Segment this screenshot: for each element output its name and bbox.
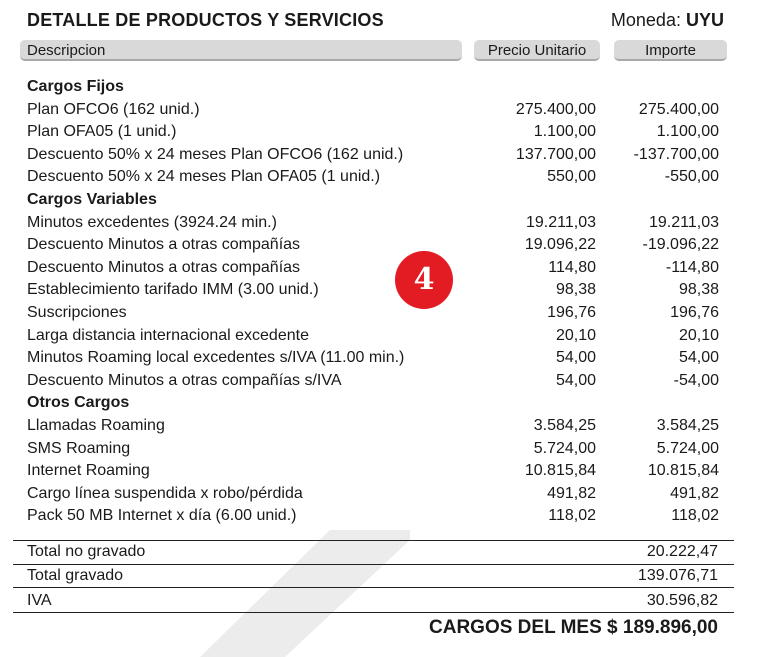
table-row: SMS Roaming 5.724,00 5.724,00 — [27, 438, 727, 461]
section-title: Cargos Variables — [27, 190, 157, 208]
table-row: Descuento Minutos a otras compañías s/IV… — [27, 370, 727, 393]
charges-table: Cargos Fijos Plan OFCO6 (162 unid.) 275.4… — [27, 76, 727, 528]
row-amount: 3.584,25 — [656, 416, 719, 434]
row-unit-price: 10.815,84 — [524, 462, 596, 480]
row-amount: -54,00 — [673, 371, 719, 389]
currency-value: UYU — [685, 10, 724, 30]
table-row: Minutos Roaming local excedentes s/IVA (… — [27, 347, 727, 370]
row-amount: 1.100,00 — [656, 123, 719, 141]
row-description: Minutos excedentes (3924.24 min.) — [27, 213, 277, 231]
total-value: 30.596,82 — [646, 592, 718, 609]
row-description: Pack 50 MB Internet x día (6.00 unid.) — [27, 507, 297, 525]
row-description: Plan OFCO6 (162 unid.) — [27, 100, 200, 118]
total-label: Total gravado — [27, 566, 124, 584]
row-description: Llamadas Roaming — [27, 416, 165, 434]
total-row: Total no gravado 20.222,47 — [13, 540, 734, 564]
currency-indicator: Moneda: UYU — [611, 10, 724, 31]
table-row: Larga distancia internacional excedente 2… — [27, 325, 727, 348]
row-unit-price: 20,10 — [555, 326, 596, 344]
grand-total: CARGOS DEL MES $ 189.896,00 — [429, 617, 718, 638]
row-amount: 10.815,84 — [647, 462, 719, 480]
row-description: SMS Roaming — [27, 439, 131, 457]
row-unit-price: 550,00 — [547, 168, 596, 186]
row-unit-price: 118,02 — [548, 507, 596, 525]
column-header-amount: Importe — [614, 40, 727, 61]
row-description: Establecimiento tarifado IMM (3.00 unid.… — [27, 281, 319, 299]
row-unit-price: 3.584,25 — [533, 416, 596, 434]
column-header-description: Descripcion — [20, 40, 462, 61]
table-row: Internet Roaming 10.815,84 10.815,84 — [27, 460, 727, 483]
table-row: Minutos excedentes (3924.24 min.) 19.211,… — [27, 212, 727, 235]
row-unit-price: 275.400,00 — [515, 100, 596, 118]
table-row: Descuento Minutos a otras compañías 114,8… — [27, 257, 727, 280]
page-title: DETALLE DE PRODUCTOS Y SERVICIOS — [27, 10, 384, 30]
row-amount: -114,80 — [665, 258, 719, 276]
callout-number-badge: 4 — [395, 251, 453, 309]
table-row: Plan OFA05 (1 unid.) 1.100,00 1.100,00 — [27, 121, 727, 144]
header: DETALLE DE PRODUCTOS Y SERVICIOS Moneda:… — [27, 10, 724, 34]
table-row: Cargo línea suspendida x robo/pérdida 491… — [27, 483, 727, 506]
row-description: Descuento Minutos a otras compañías s/IV… — [27, 371, 342, 389]
row-unit-price: 54,00 — [555, 371, 596, 389]
row-amount: 118,02 — [671, 507, 719, 525]
row-unit-price: 98,38 — [555, 281, 596, 299]
total-value: 139.076,71 — [637, 566, 718, 584]
row-description: Descuento 50% x 24 meses Plan OFCO6 (162… — [27, 145, 404, 163]
section-title: Otros Cargos — [27, 394, 130, 412]
row-amount: 196,76 — [670, 303, 719, 321]
row-amount: 5.724,00 — [656, 439, 719, 457]
section-title: Cargos Fijos — [27, 78, 124, 95]
table-row: Llamadas Roaming 3.584,25 3.584,25 — [27, 415, 727, 438]
row-amount: 20,10 — [678, 326, 719, 344]
row-description: Cargo línea suspendida x robo/pérdida — [27, 484, 303, 502]
total-row: IVA 30.596,82 — [13, 587, 734, 613]
row-amount: 491,82 — [670, 484, 719, 502]
row-unit-price: 5.724,00 — [533, 439, 596, 457]
row-amount: -137.700,00 — [633, 145, 719, 163]
row-unit-price: 19.211,03 — [526, 213, 596, 231]
row-description: Minutos Roaming local excedentes s/IVA (… — [27, 349, 405, 367]
row-description: Internet Roaming — [27, 462, 150, 480]
row-unit-price: 1.100,00 — [533, 123, 596, 141]
total-row: Total gravado 139.076,71 — [13, 563, 734, 588]
row-description: Suscripciones — [27, 303, 127, 321]
row-description: Descuento Minutos a otras compañías — [27, 236, 301, 254]
total-label: IVA — [27, 592, 52, 609]
table-row: Descuento 50% x 24 meses Plan OFA05 (1 u… — [27, 166, 727, 189]
row-description: Descuento 50% x 24 meses Plan OFA05 (1 u… — [27, 168, 381, 186]
table-row: Plan OFCO6 (162 unid.) 275.400,00 275.400,… — [27, 99, 727, 122]
row-unit-price: 19.096,22 — [524, 236, 596, 254]
row-unit-price: 491,82 — [547, 484, 596, 502]
table-row: Pack 50 MB Internet x día (6.00 unid.) 11… — [27, 505, 727, 528]
row-amount: 98,38 — [678, 281, 719, 299]
row-description: Plan OFA05 (1 unid.) — [27, 123, 177, 141]
row-description: Descuento Minutos a otras compañías — [27, 258, 301, 276]
table-row: Descuento 50% x 24 meses Plan OFCO6 (162… — [27, 144, 727, 167]
table-row: Establecimiento tarifado IMM (3.00 unid.… — [27, 279, 727, 302]
row-unit-price: 54,00 — [555, 349, 596, 367]
row-unit-price: 114,80 — [548, 258, 596, 276]
row-amount: -550,00 — [664, 168, 719, 186]
currency-label: Moneda: — [610, 10, 681, 30]
totals-block: Total no gravado 20.222,47 Total gravado… — [13, 540, 734, 613]
total-label: Total no gravado — [27, 543, 146, 560]
total-value: 20.222,47 — [646, 543, 718, 560]
table-row: Descuento Minutos a otras compañías 19.09… — [27, 234, 727, 257]
row-amount: -19.096,22 — [642, 236, 719, 254]
row-unit-price: 196,76 — [547, 303, 596, 321]
row-amount: 19.211,03 — [649, 213, 719, 231]
column-header-unit-price: Precio Unitario — [474, 40, 600, 61]
row-amount: 275.400,00 — [638, 100, 719, 118]
row-amount: 54,00 — [678, 349, 719, 367]
row-unit-price: 137.700,00 — [515, 145, 596, 163]
table-row: Suscripciones 196,76 196,76 — [27, 302, 727, 325]
row-description: Larga distancia internacional excedente — [27, 326, 309, 344]
